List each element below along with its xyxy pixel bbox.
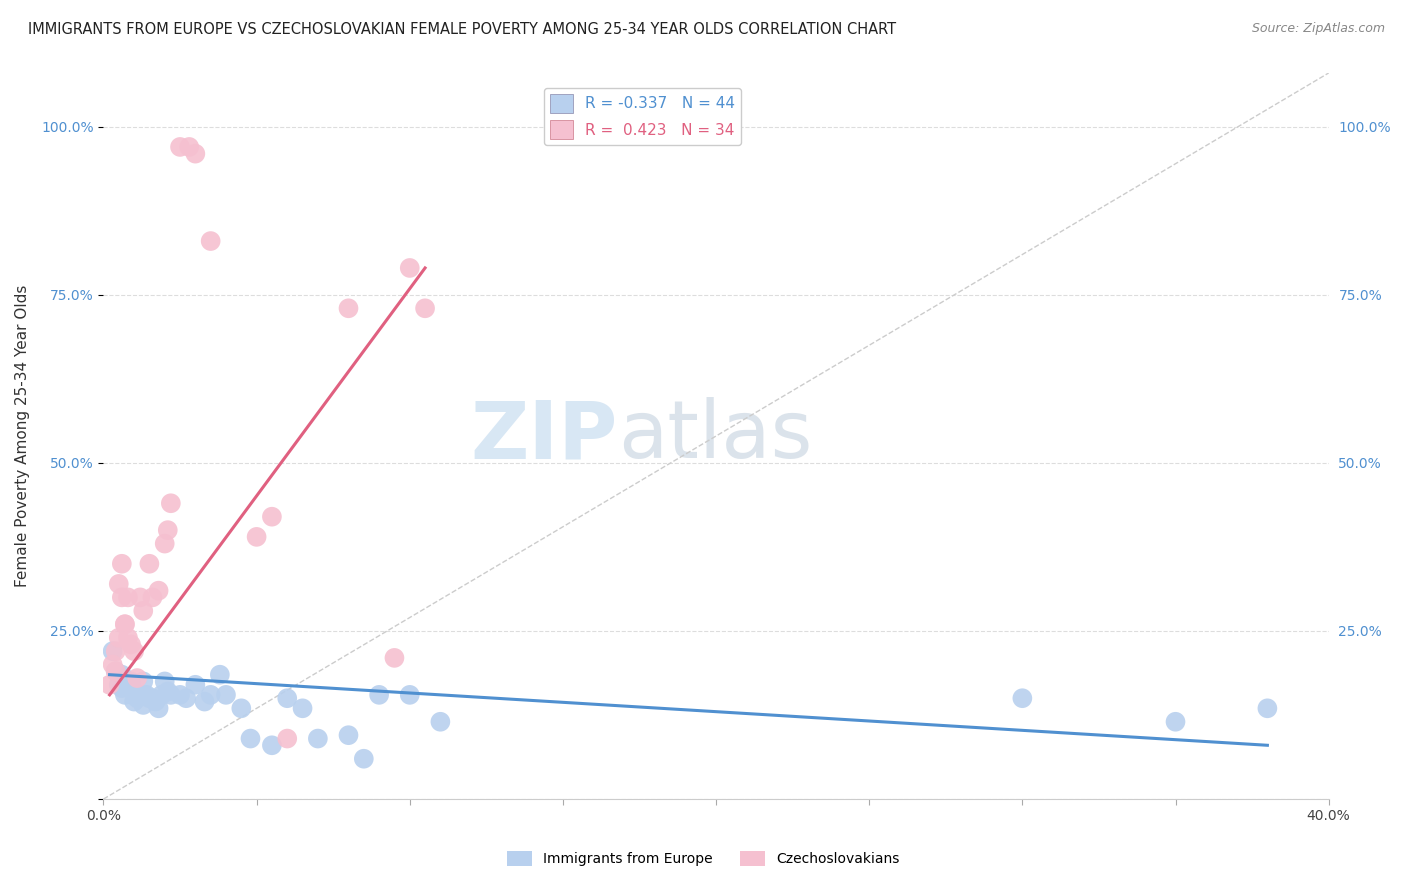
Point xyxy=(148,701,170,715)
Point xyxy=(1011,691,1033,706)
Point xyxy=(111,667,134,681)
Point xyxy=(215,688,238,702)
Point xyxy=(122,695,145,709)
Point xyxy=(117,678,139,692)
Text: Source: ZipAtlas.com: Source: ZipAtlas.com xyxy=(1251,22,1385,36)
Text: IMMIGRANTS FROM EUROPE VS CZECHOSLOVAKIAN FEMALE POVERTY AMONG 25-34 YEAR OLDS C: IMMIGRANTS FROM EUROPE VS CZECHOSLOVAKIA… xyxy=(28,22,896,37)
Point xyxy=(1164,714,1187,729)
Point xyxy=(111,591,134,605)
Point xyxy=(156,684,179,698)
Point xyxy=(129,688,152,702)
Point xyxy=(135,688,157,702)
Point xyxy=(120,674,142,689)
Point xyxy=(429,714,451,729)
Text: atlas: atlas xyxy=(619,397,813,475)
Point xyxy=(148,583,170,598)
Point xyxy=(114,688,136,702)
Point xyxy=(117,631,139,645)
Point xyxy=(127,691,149,706)
Point xyxy=(117,591,139,605)
Point xyxy=(138,691,160,706)
Point xyxy=(132,674,155,689)
Point xyxy=(107,631,129,645)
Point xyxy=(153,536,176,550)
Point xyxy=(141,691,163,706)
Point xyxy=(169,688,191,702)
Point xyxy=(368,688,391,702)
Point xyxy=(127,671,149,685)
Point xyxy=(260,739,283,753)
Point xyxy=(184,146,207,161)
Point xyxy=(120,678,142,692)
Point xyxy=(104,665,127,679)
Point xyxy=(193,695,215,709)
Point xyxy=(413,301,436,316)
Point xyxy=(160,688,183,702)
Point xyxy=(260,509,283,524)
Point xyxy=(107,678,129,692)
Point xyxy=(150,688,173,702)
Point xyxy=(291,701,314,715)
Point xyxy=(111,557,134,571)
Point xyxy=(132,698,155,712)
Point xyxy=(104,644,127,658)
Point xyxy=(101,644,124,658)
Point xyxy=(101,657,124,672)
Point xyxy=(337,728,360,742)
Point xyxy=(156,523,179,537)
Point xyxy=(200,688,222,702)
Point xyxy=(120,637,142,651)
Point xyxy=(353,752,375,766)
Point xyxy=(208,667,231,681)
Point xyxy=(398,688,420,702)
Point xyxy=(111,681,134,695)
Point xyxy=(107,577,129,591)
Text: ZIP: ZIP xyxy=(471,397,619,475)
Point xyxy=(398,260,420,275)
Point xyxy=(138,557,160,571)
Y-axis label: Female Poverty Among 25-34 Year Olds: Female Poverty Among 25-34 Year Olds xyxy=(15,285,30,587)
Point xyxy=(160,496,183,510)
Point xyxy=(276,691,298,706)
Point xyxy=(231,701,253,715)
Point xyxy=(337,301,360,316)
Point xyxy=(179,140,201,154)
Point xyxy=(169,140,191,154)
Point xyxy=(104,665,127,679)
Point xyxy=(129,591,152,605)
Legend: R = -0.337   N = 44, R =  0.423   N = 34: R = -0.337 N = 44, R = 0.423 N = 34 xyxy=(544,88,741,145)
Point xyxy=(200,234,222,248)
Point xyxy=(141,591,163,605)
Point xyxy=(239,731,262,746)
Point xyxy=(153,674,176,689)
Point xyxy=(174,691,197,706)
Point xyxy=(307,731,329,746)
Point xyxy=(132,604,155,618)
Point xyxy=(276,731,298,746)
Point xyxy=(114,617,136,632)
Point xyxy=(114,617,136,632)
Point xyxy=(145,695,167,709)
Point xyxy=(1256,701,1278,715)
Point xyxy=(122,644,145,658)
Point xyxy=(98,678,121,692)
Point xyxy=(246,530,269,544)
Point xyxy=(184,678,207,692)
Legend: Immigrants from Europe, Czechoslovakians: Immigrants from Europe, Czechoslovakians xyxy=(501,846,905,871)
Point xyxy=(384,651,406,665)
